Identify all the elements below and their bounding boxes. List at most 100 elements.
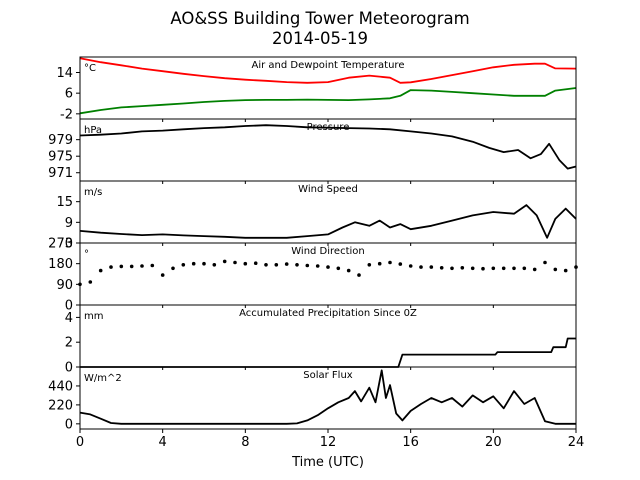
data-point [315,264,320,268]
figure-date: 2014-05-19 [272,29,368,48]
x-axis: 0 4 8 12 16 20 24 [76,435,584,450]
panel-title: Solar Flux [303,370,353,381]
data-point [439,266,444,270]
data-point [563,268,568,273]
y-tick-label: -2 [60,107,73,122]
panel-unit: ° [84,249,89,260]
data-point [284,262,289,266]
y-tick-label: 979 [48,133,73,148]
data-point [460,266,465,270]
series-1 [78,259,578,287]
x-tick-label: 20 [485,435,502,450]
data-point [553,267,558,272]
x-tick-label: 16 [402,435,419,450]
y-tick-label: 6 [65,87,73,102]
data-point [336,266,341,271]
panel-4: 0 90 180 270 Wind Direction ° [48,237,578,314]
data-point [377,261,382,266]
data-point [481,266,485,271]
data-point [429,265,434,269]
y-tick-label: 9 [65,216,73,231]
data-point [470,266,475,271]
figure-title: AO&SS Building Tower Meteorogram [170,9,469,28]
series-line-1 [79,57,577,84]
data-point [222,259,227,264]
data-point [398,262,403,266]
panel-unit: m/s [84,187,102,198]
data-point [450,266,454,271]
panel-title: Air and Dewpoint Temperature [252,60,405,71]
x-tick-label: 12 [320,435,337,450]
data-point [501,266,506,271]
x-tick-label: 4 [159,435,167,450]
y-tick-label: 220 [48,398,73,413]
series-line-1 [79,204,577,239]
data-point [491,266,496,271]
panel-unit: °C [84,63,96,74]
x-axis-label: Time (UTC) [291,455,364,470]
data-point [233,260,237,265]
y-tick-label: 975 [48,150,73,165]
panel-3: 3 9 15 Wind Speed m/s [56,180,577,252]
series-line-1 [79,369,576,425]
data-point [419,265,423,269]
x-tick-label: 0 [76,435,84,450]
data-point [129,264,134,269]
panel-1: -2 6 14 Air and Dewpoint Temperature °C [56,56,577,122]
data-point [140,264,144,268]
data-point [367,263,372,267]
data-point [212,263,217,267]
y-tick-label: 180 [48,257,73,272]
y-tick-label: 3 [65,237,73,252]
data-point [264,263,268,267]
data-point [202,261,206,266]
data-point [295,263,299,267]
x-tick-label: 8 [241,435,249,450]
panel-5: 0 2 4 Accumulated Precipitation Since 0Z mm [65,304,577,376]
y-tick-label: 2 [65,336,73,351]
x-tick-label: 24 [568,435,585,450]
y-tick-label: 440 [48,379,73,394]
panel-unit: mm [84,311,103,322]
data-point [346,268,351,273]
data-point [160,273,165,277]
data-point [357,273,361,277]
series-line-1 [80,337,576,368]
y-tick-label: 0 [65,361,73,376]
data-point [388,260,392,265]
data-point [119,264,124,269]
y-tick-label: 90 [56,278,73,293]
y-tick-label: 270 [48,237,73,252]
y-tick-label: 15 [56,195,73,210]
data-point [171,266,175,271]
data-point [243,261,248,266]
y-tick-label: 0 [65,299,73,314]
y-tick-label: 971 [48,166,73,181]
y-tick-label: 4 [65,311,73,326]
panel-title: Wind Direction [291,246,365,257]
data-point [305,263,310,268]
panel-6: 0 220 440 Solar Flux W/m^2 [48,366,577,433]
data-point [88,280,93,284]
panel-title: Accumulated Precipitation Since 0Z [239,308,417,319]
y-tick-label: 14 [56,66,73,81]
data-point [150,263,155,268]
data-point [543,260,547,265]
data-point [109,265,113,269]
data-point [181,263,186,267]
y-tick-label: 0 [65,417,73,432]
data-point [274,263,279,267]
data-point [522,266,527,271]
series-line-2 [79,87,577,115]
data-point [253,261,258,266]
panel-title: Pressure [307,122,350,133]
data-point [532,267,537,272]
data-point [326,265,330,269]
panel-title: Wind Speed [298,184,358,195]
data-point [512,266,516,271]
data-point [408,264,413,268]
series-line-1 [79,124,577,170]
